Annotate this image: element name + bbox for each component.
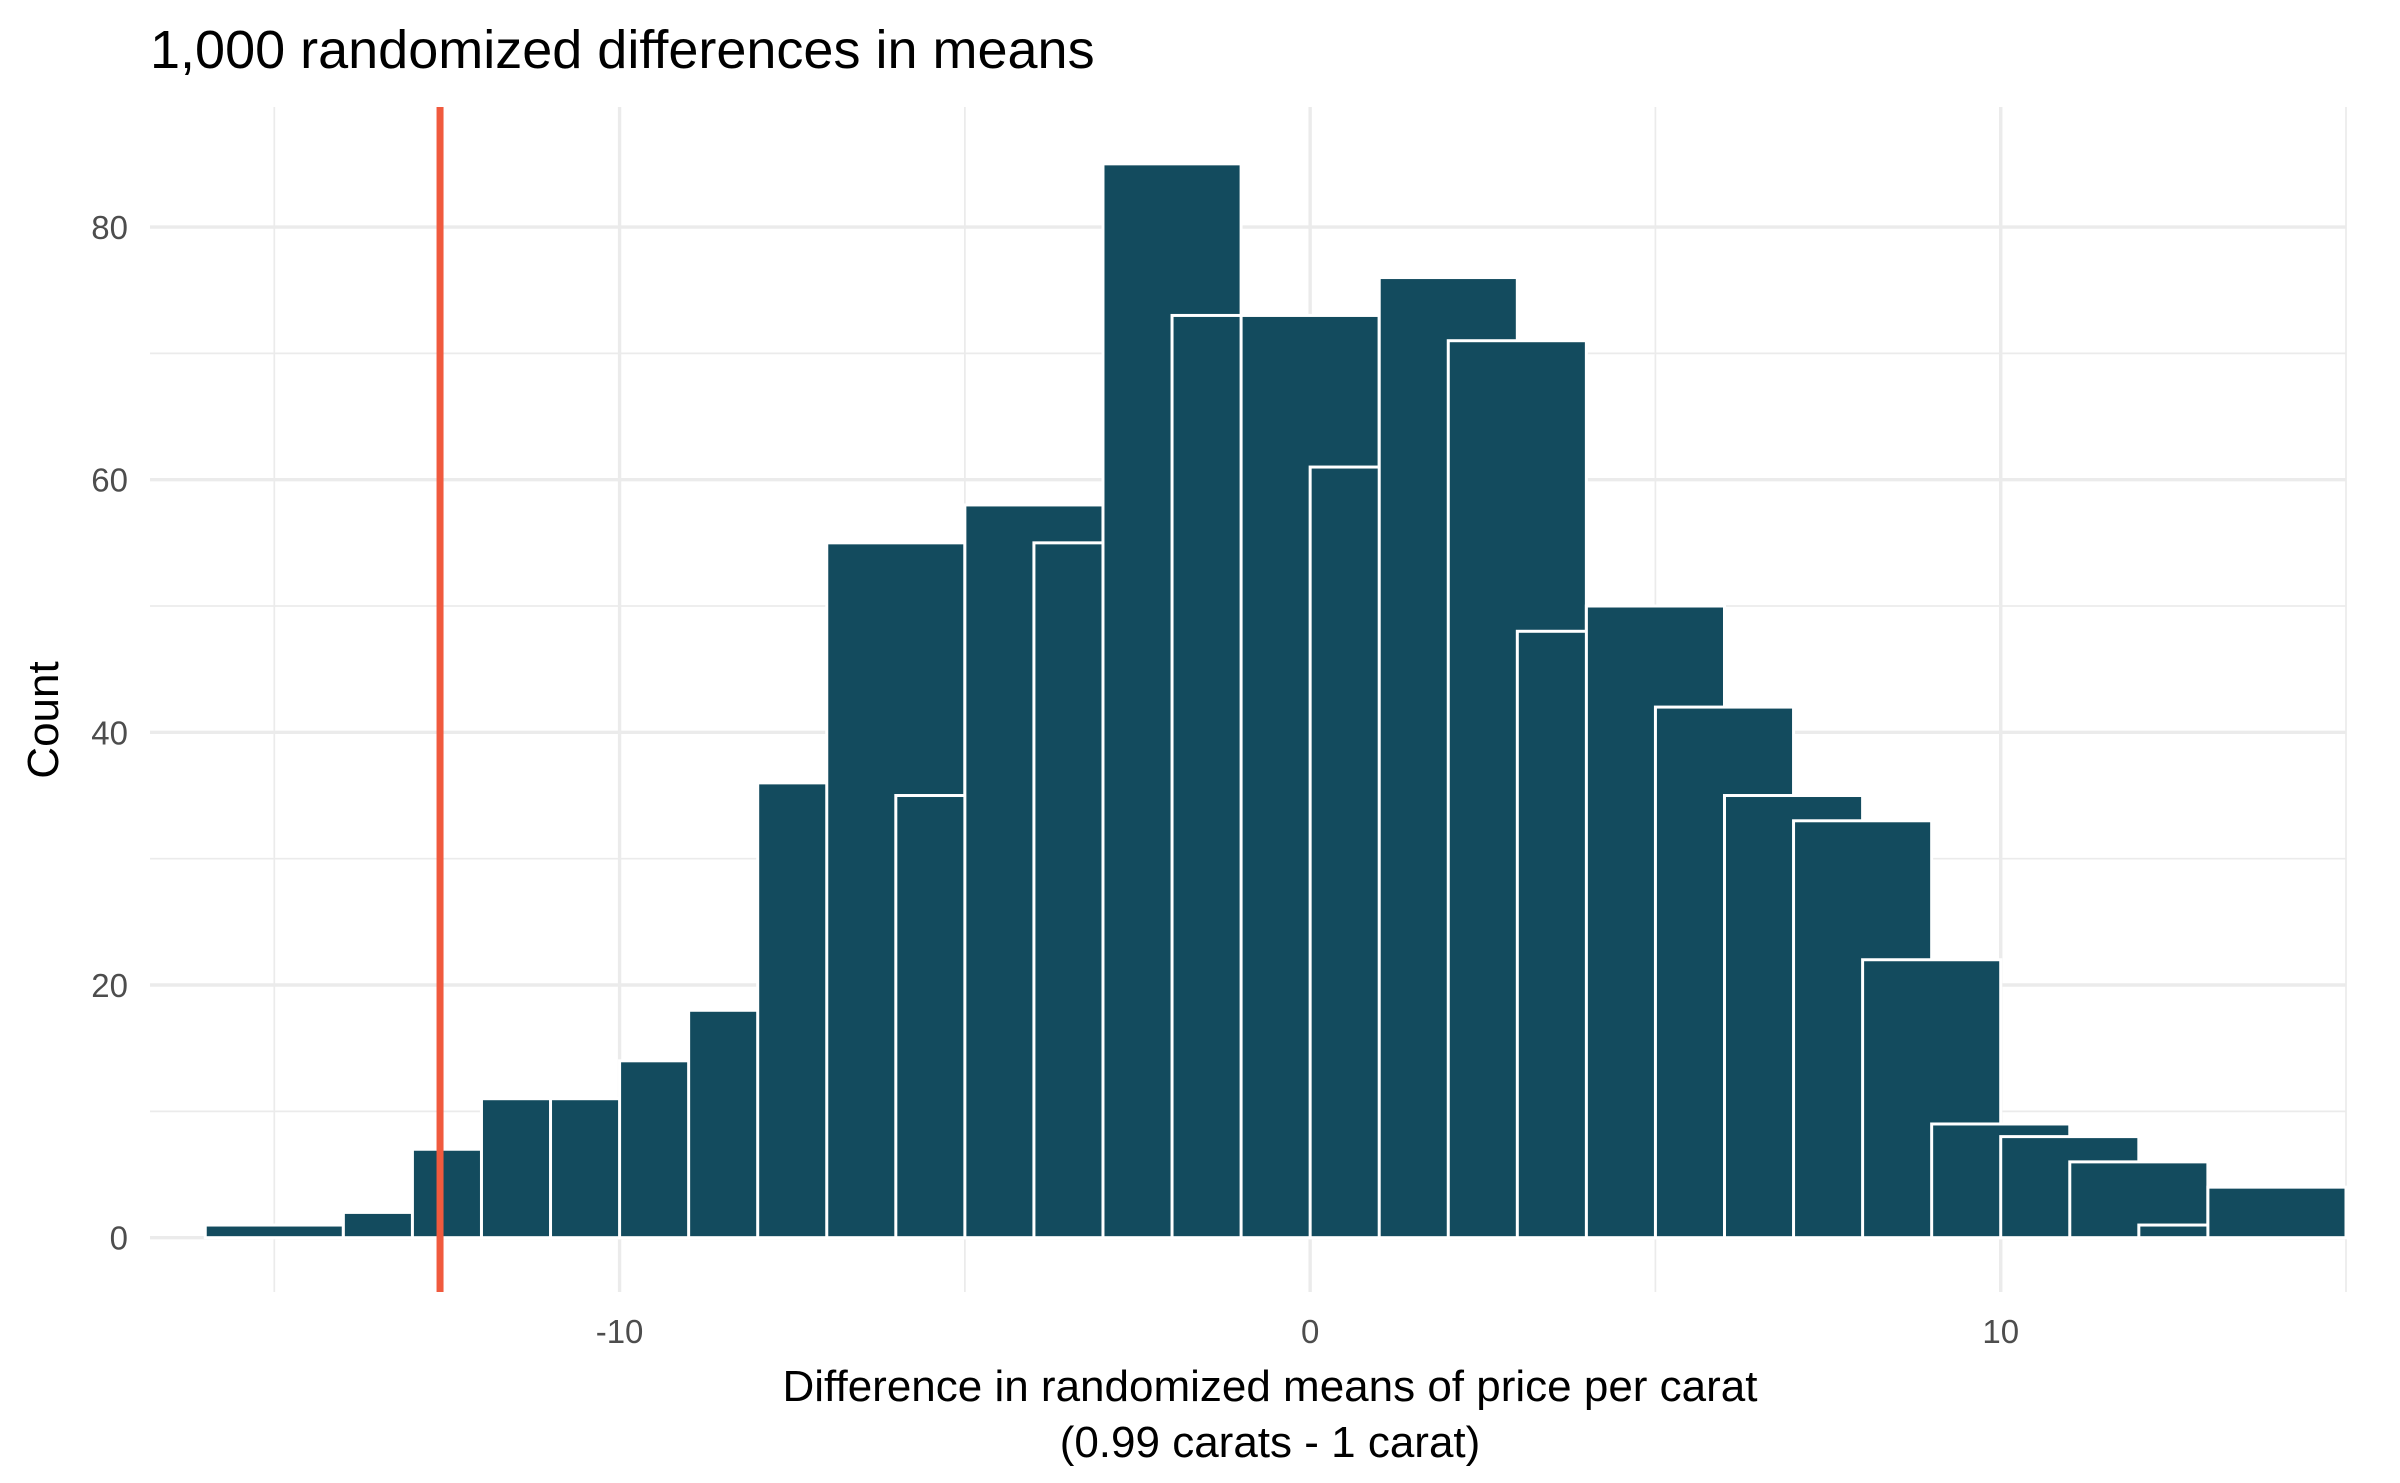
y-tick-label: 80 bbox=[91, 209, 128, 246]
y-tick-label: 20 bbox=[91, 967, 128, 1004]
x-tick-label: -10 bbox=[596, 1313, 644, 1350]
histogram-bar bbox=[203, 1223, 345, 1240]
histogram-bars bbox=[203, 162, 2348, 1240]
x-axis-title-line-1: Difference in randomized means of price … bbox=[782, 1362, 1757, 1411]
y-axis-title: Count bbox=[19, 661, 68, 778]
y-axis-tick-labels: 0 20 40 60 80 bbox=[91, 209, 128, 1257]
y-tick-label: 0 bbox=[110, 1220, 128, 1257]
histogram-bar bbox=[2206, 1185, 2348, 1240]
x-tick-label: 10 bbox=[1982, 1313, 2019, 1350]
y-tick-label: 60 bbox=[91, 462, 128, 499]
y-tick-label: 40 bbox=[91, 714, 128, 751]
x-tick-label: 0 bbox=[1301, 1313, 1319, 1350]
x-axis-title-line-2: (0.99 carats - 1 carat) bbox=[1060, 1418, 1481, 1467]
chart-title: 1,000 randomized differences in means bbox=[150, 20, 1095, 80]
x-axis-tick-labels: -10 0 10 bbox=[596, 1313, 2019, 1350]
